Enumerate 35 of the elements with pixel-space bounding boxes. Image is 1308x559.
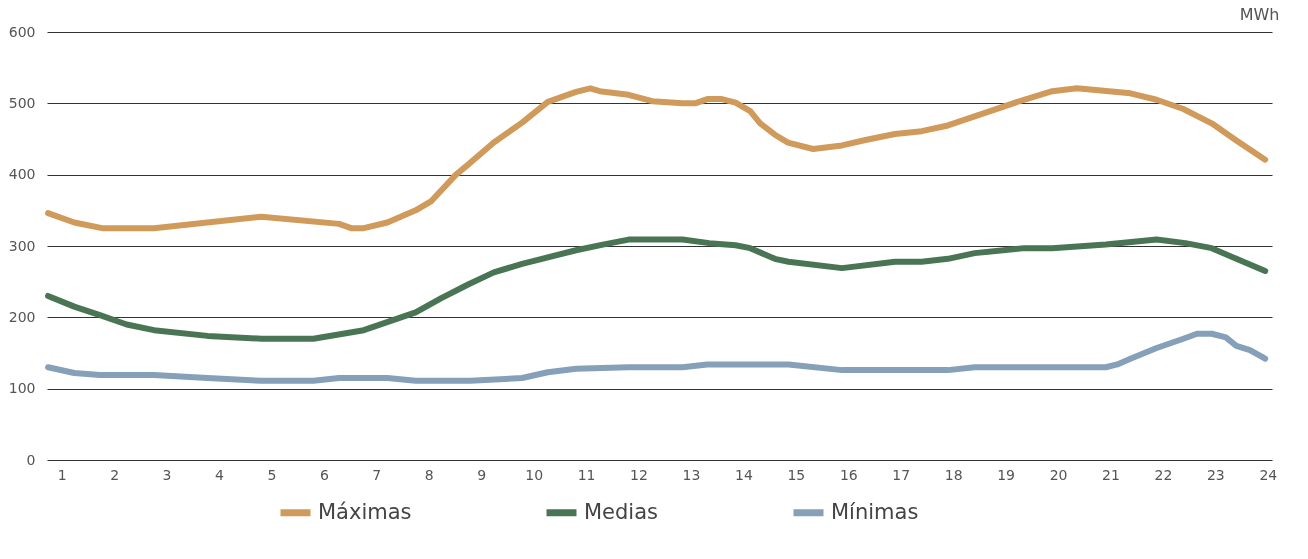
x-tick-label: 16	[839, 466, 858, 483]
x-tick-label: 19	[997, 466, 1016, 483]
x-tick-label: 12	[630, 466, 648, 483]
y-tick-label: 400	[8, 166, 36, 183]
x-tick-label: 23	[1206, 466, 1225, 483]
x-tick-label: 5	[267, 466, 277, 483]
x-tick-label: 20	[1049, 466, 1068, 483]
x-tick-label: 11	[577, 466, 596, 483]
x-tick-label: 24	[1259, 466, 1278, 483]
x-tick-label: 8	[424, 466, 434, 483]
x-tick-label: 13	[682, 466, 701, 483]
x-tick-label: 17	[892, 466, 911, 483]
legend-label: Medias	[584, 499, 659, 524]
x-tick-label: 3	[162, 466, 172, 483]
x-tick-label: 18	[944, 466, 963, 483]
y-tick-label: 300	[8, 237, 36, 254]
y-tick-label: 0	[26, 451, 36, 468]
x-tick-label: 10	[525, 466, 544, 483]
x-tick-label: 22	[1154, 466, 1173, 483]
y-tick-label: 200	[8, 308, 36, 325]
x-tick-label: 21	[1102, 466, 1120, 483]
y-axis-title: MWh	[1239, 4, 1280, 24]
x-tick-label: 2	[110, 466, 120, 483]
y-tick-label: 600	[8, 23, 36, 40]
legend-label: Máximas	[318, 499, 412, 524]
x-tick-label: 15	[787, 466, 806, 483]
x-tick-label: 1	[57, 466, 67, 483]
x-tick-label: 14	[734, 466, 753, 483]
x-tick-label: 9	[477, 466, 487, 483]
x-tick-label: 7	[372, 466, 382, 483]
y-tick-label: 500	[8, 94, 36, 111]
y-tick-label: 100	[8, 380, 36, 397]
x-tick-label: 6	[319, 466, 329, 483]
x-tick-label: 4	[215, 466, 225, 483]
legend-label: Mínimas	[831, 499, 919, 524]
